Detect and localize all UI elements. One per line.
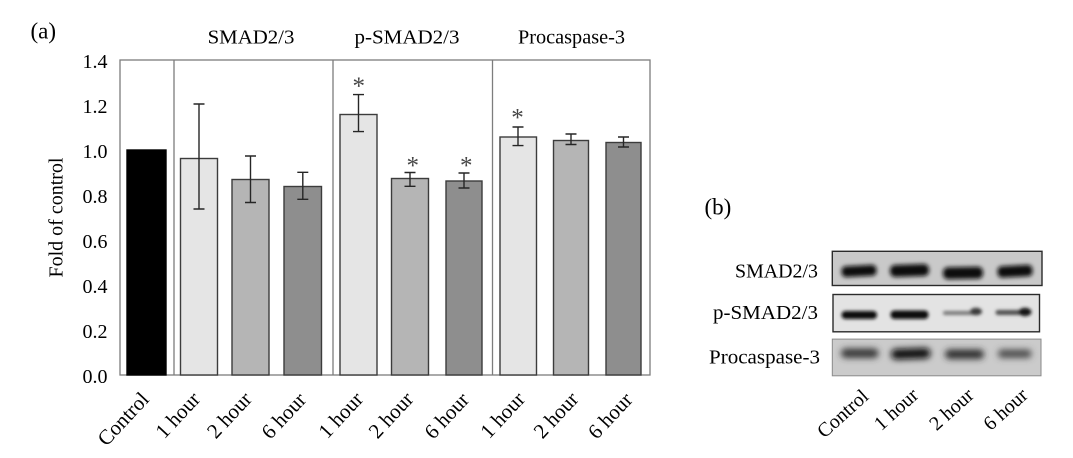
svg-text:0.8: 0.8 [83,186,108,208]
svg-text:(b): (b) [705,195,732,220]
svg-text:*: * [511,105,524,132]
svg-text:*: * [353,73,366,100]
svg-text:(a): (a) [31,19,57,44]
svg-text:1.2: 1.2 [83,96,108,118]
svg-text:Procaspase-3: Procaspase-3 [709,347,820,369]
svg-text:Procaspase-3: Procaspase-3 [518,27,625,49]
svg-text:p-SMAD2/3: p-SMAD2/3 [355,27,460,49]
svg-text:0.4: 0.4 [83,276,108,298]
svg-text:p-SMAD2/3: p-SMAD2/3 [713,302,818,324]
svg-text:0.6: 0.6 [83,231,108,253]
svg-text:Fold of control: Fold of control [46,157,68,277]
svg-text:0.2: 0.2 [83,321,108,343]
svg-text:0.0: 0.0 [83,366,108,388]
svg-text:SMAD2/3: SMAD2/3 [208,27,295,49]
svg-text:1.0: 1.0 [83,141,108,163]
svg-text:*: * [406,153,419,180]
svg-text:*: * [460,153,473,180]
svg-text:1.4: 1.4 [83,51,108,73]
svg-text:SMAD2/3: SMAD2/3 [735,260,818,282]
